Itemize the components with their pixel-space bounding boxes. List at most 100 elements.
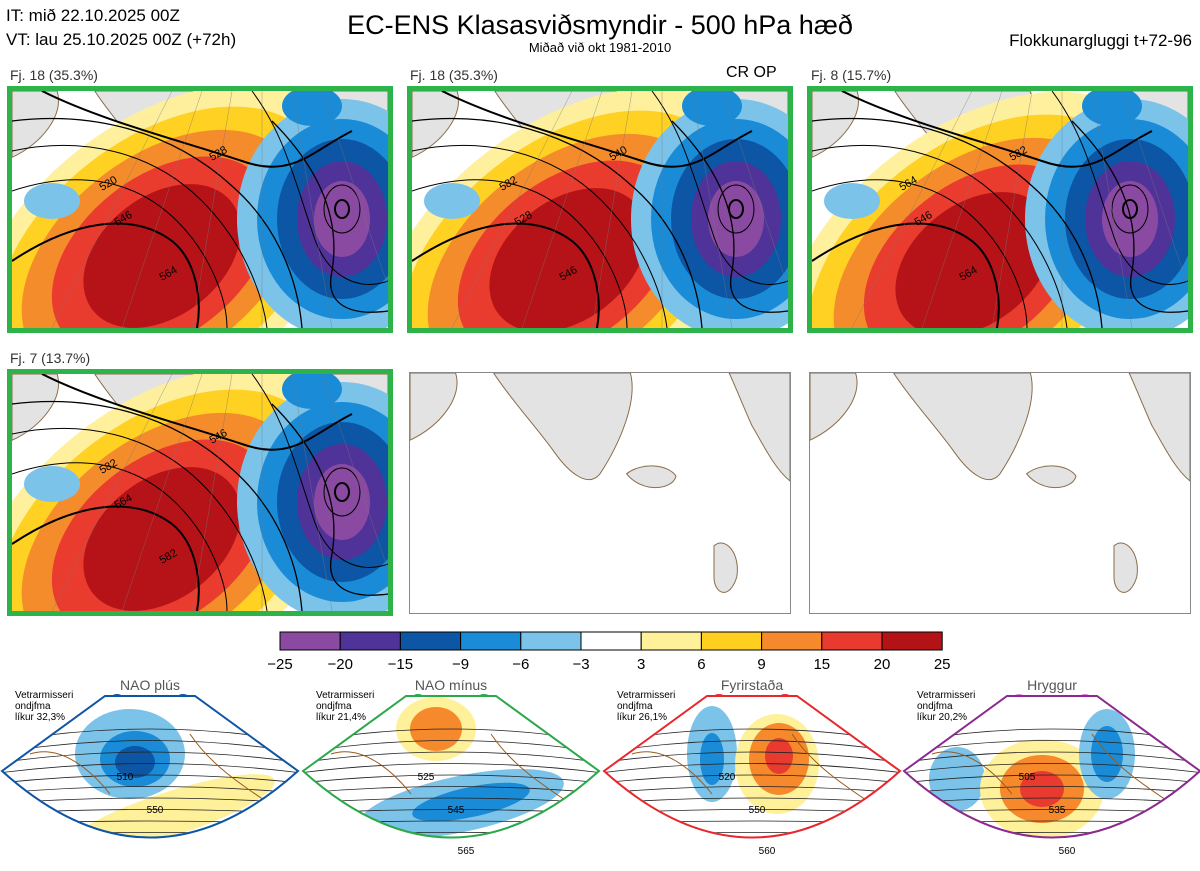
cr-op-tag: CR OP — [726, 64, 777, 81]
regime-note: Vetrarmisseri — [316, 690, 374, 701]
regime-contour — [604, 751, 900, 765]
north-negative-anomaly — [1082, 91, 1142, 126]
regime-contour — [904, 786, 1200, 795]
iceland-land — [625, 465, 677, 488]
low-center-inner — [334, 482, 350, 502]
contour-1 — [812, 144, 1068, 328]
regime-note: líkur 21,4% — [316, 712, 366, 723]
regime-contour-label: 565 — [458, 846, 475, 857]
regime-note: ondjfma — [917, 701, 953, 712]
neg-anom — [1014, 850, 1050, 862]
regime-contour — [604, 786, 900, 795]
contour-3 — [441, 91, 753, 168]
regime-note: líkur 26,1% — [617, 712, 667, 723]
regime-note: Vetrarmisseri — [15, 690, 73, 701]
regime-name: NAO plús — [120, 677, 180, 693]
regime-note: ondjfma — [15, 701, 51, 712]
british-isles-land — [1113, 542, 1138, 593]
neg-anom — [929, 747, 985, 811]
greenland-land — [893, 373, 1033, 480]
contour-5 — [1071, 120, 1188, 313]
regime-contour — [303, 763, 599, 775]
panel-label-1: Fj. 18 (35.3%) — [10, 67, 98, 83]
meridian-4 — [291, 374, 333, 611]
contour-1 — [12, 144, 268, 328]
colorbar-swatch — [761, 631, 823, 651]
meridian-2 — [191, 374, 233, 611]
contour-6 — [651, 91, 788, 285]
contour-4 — [412, 222, 600, 328]
colorbar-tick: 25 — [934, 656, 951, 673]
colorbar-tick: −3 — [572, 656, 589, 673]
colorbar-tick: 9 — [757, 656, 765, 673]
contour-lines — [12, 91, 388, 328]
colorbar-tick: −6 — [512, 656, 529, 673]
scandinavia-land — [1128, 373, 1190, 482]
meridian-1 — [121, 91, 203, 328]
colorbar-swatch — [700, 631, 763, 651]
nw-negative-anomaly — [24, 466, 80, 502]
cluster-map-2: 582 540 528 546 — [407, 86, 793, 333]
regime-note: líkur 32,3% — [15, 712, 65, 723]
contour-4 — [812, 222, 1000, 328]
regime-note: ondjfma — [617, 701, 653, 712]
regime-outline — [0, 695, 300, 839]
regime-note: ondjfma — [316, 701, 352, 712]
regime-note: Vetrarmisseri — [917, 690, 975, 701]
neg-anom — [412, 782, 530, 822]
contour-4 — [12, 222, 200, 328]
regime-coast — [330, 733, 572, 805]
positive-anomaly-4 — [83, 467, 241, 611]
page-subtitle: Miðað við okt 1981-2010 — [528, 40, 672, 55]
regime-name: Fyrirstaða — [721, 677, 783, 693]
colorbar-tick: −20 — [327, 656, 352, 673]
empty-map-1 — [409, 372, 791, 614]
meridian-2 — [991, 91, 1033, 328]
regime-name: Hryggur — [1027, 677, 1077, 693]
classification-window: Flokkunargluggi t+72-96 — [1009, 31, 1192, 50]
graticule — [451, 91, 788, 328]
positive-anomaly-4 — [83, 184, 241, 328]
colorbar-swatch — [821, 631, 883, 651]
meridian-1 — [121, 374, 203, 611]
cluster-map-3: 564 582 546 564 — [807, 86, 1193, 333]
contour-1 — [12, 427, 268, 611]
meridian-4 — [691, 91, 733, 328]
meridian-4 — [1091, 91, 1133, 328]
cluster-map-4: 582 546 564 582 — [7, 369, 393, 616]
graticule — [851, 91, 1188, 328]
colorbar-swatch — [640, 631, 702, 651]
regime-coast — [29, 733, 271, 805]
regime-contour — [2, 763, 298, 775]
init-time: IT: mið 22.10.2025 00Z — [6, 6, 180, 25]
low-center-contour — [323, 467, 361, 517]
colorbar-tick: 20 — [874, 656, 891, 673]
regime-name: NAO mínus — [415, 677, 487, 693]
meridian-5 — [321, 374, 388, 571]
north-negative-anomaly — [282, 374, 342, 409]
regime-contour — [2, 751, 298, 765]
panel-label-3: Fj. 8 (15.7%) — [811, 67, 892, 83]
empty-map-2 — [809, 372, 1191, 614]
regime-contour-label: 520 — [719, 772, 736, 783]
regime-contour — [904, 774, 1200, 785]
low-center-inner — [728, 199, 744, 219]
iceland-land — [1025, 465, 1077, 488]
contour-1 — [412, 144, 668, 328]
neg-anom — [115, 746, 155, 778]
nw-negative-anomaly — [424, 183, 480, 219]
regime-contour — [303, 774, 599, 785]
contour-lines — [412, 91, 788, 328]
nw-negative-anomaly — [824, 183, 880, 219]
colorbar-swatch — [460, 631, 522, 651]
contour-lines — [812, 91, 1188, 328]
canada-land — [12, 91, 59, 158]
neg-anom — [1091, 726, 1123, 782]
low-center-inner — [1122, 199, 1138, 219]
